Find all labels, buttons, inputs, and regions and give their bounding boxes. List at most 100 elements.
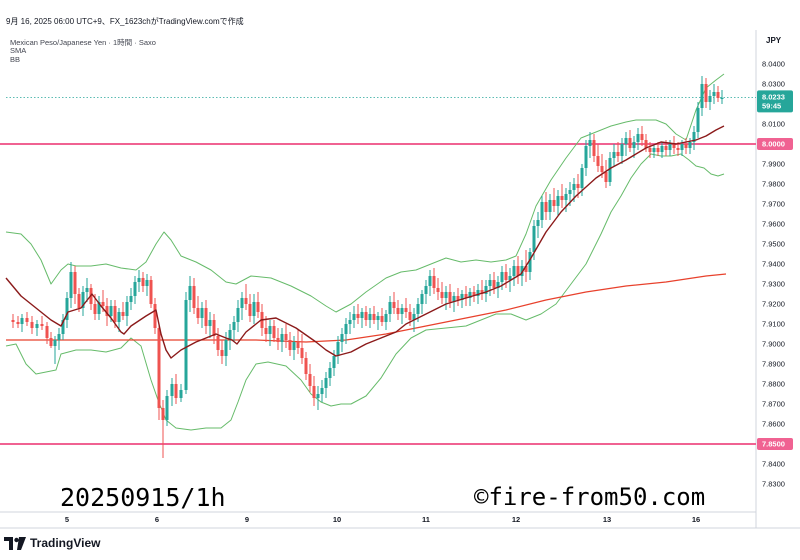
candle-body[interactable] <box>97 302 101 314</box>
candle-body[interactable] <box>196 308 200 318</box>
candle-body[interactable] <box>600 166 604 172</box>
candle-body[interactable] <box>208 320 212 326</box>
candle-body[interactable] <box>105 306 109 316</box>
candle-body[interactable] <box>568 190 572 194</box>
candle-body[interactable] <box>672 144 676 148</box>
candle-body[interactable] <box>292 342 296 350</box>
candle-body[interactable] <box>588 140 592 146</box>
bb-lower-line[interactable] <box>5 153 725 431</box>
candle-body[interactable] <box>220 350 224 356</box>
candle-body[interactable] <box>620 144 624 156</box>
candle-body[interactable] <box>548 200 552 212</box>
candle-body[interactable] <box>200 308 204 318</box>
candle-body[interactable] <box>432 276 436 288</box>
candle-body[interactable] <box>380 316 384 322</box>
candle-body[interactable] <box>444 292 448 298</box>
bb-upper-line[interactable] <box>5 73 725 313</box>
candle-body[interactable] <box>40 324 44 326</box>
candle-body[interactable] <box>35 324 39 328</box>
candle-body[interactable] <box>704 84 708 102</box>
candle-body[interactable] <box>396 308 400 314</box>
candle-body[interactable] <box>372 314 376 320</box>
candle-body[interactable] <box>145 280 149 286</box>
candle-body[interactable] <box>504 272 508 280</box>
candle-body[interactable] <box>708 96 712 102</box>
candle-body[interactable] <box>612 152 616 158</box>
candle-body[interactable] <box>61 320 65 334</box>
candle-body[interactable] <box>141 278 145 286</box>
candle-body[interactable] <box>392 302 396 308</box>
candle-body[interactable] <box>20 318 24 324</box>
candle-body[interactable] <box>137 278 141 282</box>
candle-body[interactable] <box>188 286 192 300</box>
candle-body[interactable] <box>324 378 328 388</box>
candle-body[interactable] <box>560 196 564 200</box>
candle-body[interactable] <box>720 98 724 99</box>
candle-body[interactable] <box>179 390 183 398</box>
candle-body[interactable] <box>240 298 244 308</box>
candle-body[interactable] <box>684 144 688 148</box>
candle-body[interactable] <box>592 140 596 156</box>
sma-long-line[interactable] <box>6 273 727 343</box>
candle-body[interactable] <box>516 266 520 276</box>
candle-body[interactable] <box>496 282 500 288</box>
candle-body[interactable] <box>129 296 133 302</box>
candle-body[interactable] <box>165 396 169 420</box>
candle-body[interactable] <box>416 304 420 314</box>
legend-bb[interactable]: BB <box>10 55 21 64</box>
candle-body[interactable] <box>632 142 636 148</box>
candle-body[interactable] <box>224 340 228 356</box>
candle-body[interactable] <box>476 290 480 296</box>
candle-body[interactable] <box>580 168 584 188</box>
candle-body[interactable] <box>596 156 600 166</box>
candle-body[interactable] <box>660 146 664 152</box>
candle-body[interactable] <box>456 296 460 300</box>
candle-body[interactable] <box>604 172 608 182</box>
candle-body[interactable] <box>170 384 174 396</box>
candle-body[interactable] <box>65 298 69 320</box>
candle-body[interactable] <box>528 252 532 272</box>
candle-body[interactable] <box>316 394 320 398</box>
candle-body[interactable] <box>408 312 412 320</box>
candle-body[interactable] <box>668 144 672 150</box>
candle-body[interactable] <box>680 144 684 150</box>
candle-body[interactable] <box>252 302 256 316</box>
candle-body[interactable] <box>428 276 432 286</box>
candle-body[interactable] <box>368 314 372 320</box>
candle-body[interactable] <box>174 384 178 398</box>
candle-body[interactable] <box>464 294 468 298</box>
candle-body[interactable] <box>336 342 340 356</box>
candle-body[interactable] <box>133 282 137 296</box>
candle-body[interactable] <box>532 226 536 252</box>
candle-body[interactable] <box>45 326 49 338</box>
candle-body[interactable] <box>556 196 560 206</box>
candle-body[interactable] <box>404 308 408 312</box>
candle-body[interactable] <box>696 108 700 132</box>
candle-body[interactable] <box>57 334 61 340</box>
candle-body[interactable] <box>460 294 464 300</box>
candle-body[interactable] <box>77 294 81 308</box>
candle-body[interactable] <box>616 152 620 156</box>
candle-body[interactable] <box>716 92 720 98</box>
candle-body[interactable] <box>508 276 512 280</box>
candle-body[interactable] <box>232 322 236 330</box>
candle-body[interactable] <box>268 326 272 334</box>
candle-body[interactable] <box>153 304 157 328</box>
candle-body[interactable] <box>25 318 29 322</box>
candle-body[interactable] <box>69 272 73 298</box>
candle-body[interactable] <box>572 184 576 190</box>
candle-body[interactable] <box>93 304 97 314</box>
candle-body[interactable] <box>420 294 424 304</box>
candle-body[interactable] <box>284 334 288 340</box>
candle-body[interactable] <box>652 148 656 152</box>
candle-body[interactable] <box>536 220 540 226</box>
candle-body[interactable] <box>712 92 716 96</box>
candle-body[interactable] <box>364 312 368 320</box>
candle-body[interactable] <box>452 296 456 302</box>
candle-body[interactable] <box>608 158 612 182</box>
candle-body[interactable] <box>264 328 268 334</box>
candle-body[interactable] <box>540 202 544 220</box>
candle-body[interactable] <box>312 386 316 398</box>
candle-body[interactable] <box>360 312 364 318</box>
